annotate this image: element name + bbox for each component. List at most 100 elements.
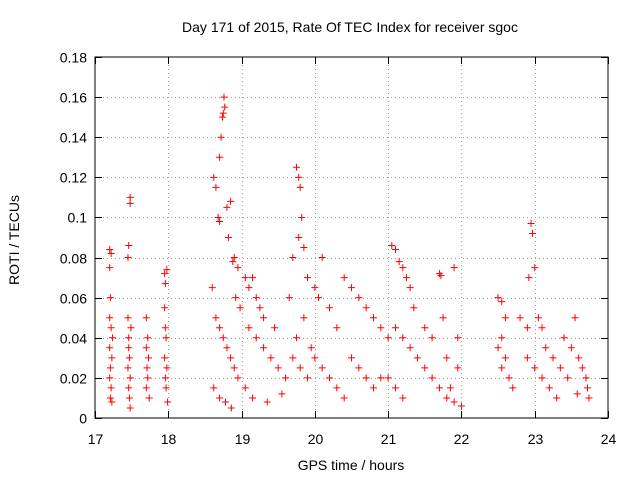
y-tick-label: 0 bbox=[79, 411, 87, 427]
data-point bbox=[236, 304, 244, 312]
data-point bbox=[355, 364, 363, 372]
data-point bbox=[124, 254, 132, 262]
data-point bbox=[384, 334, 392, 342]
data-point bbox=[241, 274, 249, 282]
x-axis: 17 18 19 20 21 22 23 24 bbox=[88, 57, 617, 447]
y-axis: 0 0.02 0.04 0.06 0.08 0.1 0.12 0.14 0.16 0.18 bbox=[60, 50, 608, 427]
data-point bbox=[164, 398, 172, 406]
data-point bbox=[567, 344, 575, 352]
data-point bbox=[161, 354, 169, 362]
data-point bbox=[516, 314, 524, 322]
data-point bbox=[208, 284, 216, 292]
data-point bbox=[300, 314, 308, 322]
data-point bbox=[217, 133, 225, 141]
data-point bbox=[124, 364, 132, 372]
data-point bbox=[505, 374, 513, 382]
data-point bbox=[333, 384, 341, 392]
x-tick-label: 20 bbox=[308, 431, 324, 447]
x-axis-title: GPS time / hours bbox=[298, 457, 405, 473]
y-tick-label: 0.12 bbox=[60, 170, 87, 186]
data-point bbox=[443, 354, 451, 362]
data-point bbox=[318, 254, 326, 262]
data-point bbox=[252, 294, 260, 302]
y-tick-label: 0.06 bbox=[60, 291, 87, 307]
data-point bbox=[391, 246, 399, 254]
data-point bbox=[556, 364, 564, 372]
data-point bbox=[523, 354, 531, 362]
data-point bbox=[523, 324, 531, 332]
data-point bbox=[450, 398, 458, 406]
data-point bbox=[298, 213, 306, 221]
data-point bbox=[125, 242, 133, 250]
data-point bbox=[143, 364, 151, 372]
data-point bbox=[274, 364, 282, 372]
data-point bbox=[142, 314, 150, 322]
data-point bbox=[125, 334, 133, 342]
data-point bbox=[106, 246, 114, 254]
data-point bbox=[406, 284, 414, 292]
x-tick-label: 23 bbox=[528, 431, 544, 447]
y-tick-label: 0.04 bbox=[60, 331, 87, 347]
data-point bbox=[278, 390, 286, 398]
data-point bbox=[260, 344, 268, 352]
data-point bbox=[348, 284, 355, 292]
data-point bbox=[210, 384, 218, 392]
data-point bbox=[219, 113, 227, 121]
data-point bbox=[315, 294, 323, 302]
x-tick-label: 18 bbox=[161, 431, 177, 447]
data-point bbox=[304, 374, 312, 382]
data-point bbox=[585, 394, 593, 402]
data-point bbox=[421, 364, 429, 372]
data-point bbox=[106, 364, 114, 372]
data-point bbox=[402, 274, 410, 282]
x-tick-label: 24 bbox=[601, 431, 617, 447]
y-tick-label: 0.14 bbox=[60, 130, 87, 146]
data-point bbox=[406, 344, 414, 352]
y-tick-label: 0.1 bbox=[68, 210, 88, 226]
data-point bbox=[443, 394, 451, 402]
data-point bbox=[107, 384, 115, 392]
data-point bbox=[227, 354, 235, 362]
data-point bbox=[162, 384, 170, 392]
chart-title: Day 171 of 2015, Rate Of TEC Index for r… bbox=[182, 19, 518, 35]
data-point bbox=[220, 93, 228, 101]
data-point bbox=[227, 404, 235, 412]
data-point bbox=[124, 314, 132, 322]
data-point bbox=[252, 334, 260, 342]
data-point bbox=[421, 324, 429, 332]
data-point bbox=[293, 334, 301, 342]
data-point bbox=[391, 324, 399, 332]
data-point bbox=[245, 284, 253, 292]
data-point bbox=[498, 334, 506, 342]
data-point bbox=[295, 234, 303, 241]
data-point bbox=[256, 304, 264, 312]
data-point bbox=[395, 258, 403, 266]
data-point bbox=[413, 354, 421, 362]
data-point bbox=[575, 354, 583, 362]
data-point bbox=[163, 364, 171, 372]
data-point bbox=[108, 354, 116, 362]
data-point bbox=[435, 384, 443, 392]
data-point bbox=[249, 394, 257, 402]
data-point bbox=[527, 219, 535, 227]
data-point bbox=[227, 197, 235, 205]
data-point bbox=[223, 344, 231, 352]
plot-frame bbox=[94, 56, 609, 419]
data-point bbox=[355, 294, 363, 302]
data-point bbox=[318, 364, 326, 372]
data-point bbox=[362, 304, 370, 312]
data-point bbox=[234, 374, 242, 382]
data-point bbox=[428, 374, 436, 382]
data-point bbox=[564, 374, 572, 382]
data-point bbox=[216, 153, 224, 161]
data-point bbox=[289, 354, 297, 362]
y-tick-label: 0.16 bbox=[60, 90, 87, 106]
y-tick-label: 0.18 bbox=[60, 50, 87, 66]
data-point bbox=[289, 254, 297, 262]
data-point bbox=[229, 258, 237, 266]
data-point bbox=[293, 163, 301, 171]
data-point bbox=[450, 264, 458, 272]
data-point bbox=[582, 374, 590, 382]
data-point bbox=[142, 384, 150, 392]
